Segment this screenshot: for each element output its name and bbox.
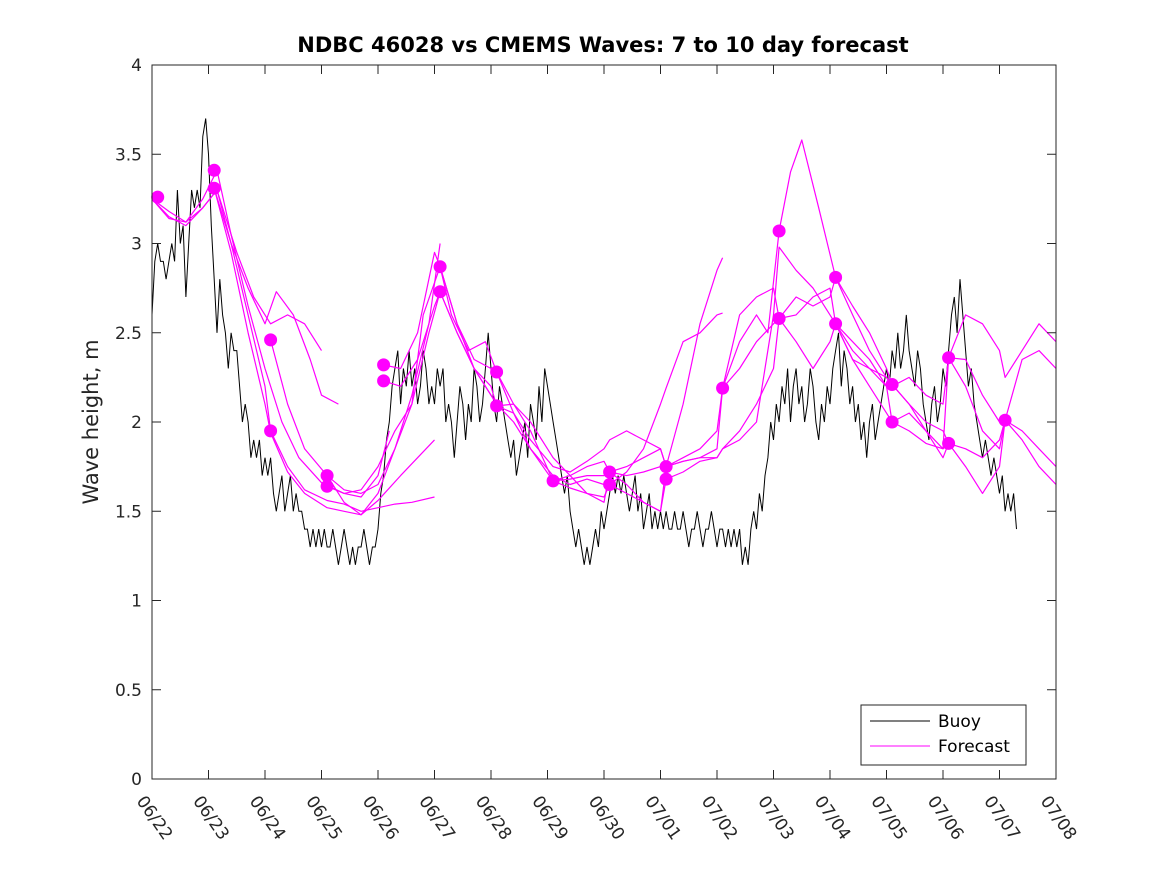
forecast-line-5 bbox=[213, 188, 435, 516]
legend-buoy-label: Buoy bbox=[938, 712, 981, 732]
forecast-marker-6 bbox=[320, 469, 334, 483]
y-tick-label: 1.5 bbox=[115, 502, 142, 522]
plot-background bbox=[152, 65, 1056, 779]
y-tick-label: 1 bbox=[131, 592, 142, 612]
plot-area bbox=[152, 65, 1056, 779]
forecast-marker-8 bbox=[377, 358, 391, 372]
legend: Buoy Forecast bbox=[860, 704, 1027, 766]
forecast-line-2 bbox=[152, 189, 339, 405]
y-tick-label: 0 bbox=[131, 770, 142, 790]
forecast-marker-9 bbox=[377, 374, 391, 388]
forecast-marker-15 bbox=[603, 465, 617, 479]
forecast-marker-25 bbox=[885, 415, 899, 429]
forecast-marker-27 bbox=[942, 436, 956, 450]
forecast-marker-19 bbox=[716, 381, 730, 395]
y-tick-label: 0.5 bbox=[115, 681, 142, 701]
forecast-marker-11 bbox=[433, 285, 447, 299]
forecast-line-15 bbox=[609, 139, 893, 512]
forecast-marker-4 bbox=[264, 333, 278, 347]
forecast-marker-7 bbox=[320, 479, 334, 493]
forecast-line-8 bbox=[326, 243, 441, 516]
y-tick-label: 3 bbox=[131, 235, 142, 255]
forecast-line-11 bbox=[439, 266, 667, 503]
forecast-marker-14 bbox=[546, 474, 560, 488]
forecast-marker-12 bbox=[490, 365, 504, 379]
forecast-line-3 bbox=[152, 169, 390, 498]
forecast-marker-1 bbox=[151, 190, 165, 204]
forecast-line-17 bbox=[665, 246, 950, 468]
forecast-marker-16 bbox=[603, 478, 617, 491]
buoy-series bbox=[152, 118, 1017, 565]
y-axis-label: Wave height, m bbox=[79, 339, 103, 504]
forecast-marker-10 bbox=[433, 260, 447, 274]
forecast-line-21 bbox=[891, 384, 1056, 468]
forecast-line-1 bbox=[152, 189, 323, 351]
forecast-line-4 bbox=[213, 188, 435, 512]
forecast-line-13 bbox=[496, 257, 724, 473]
forecast-line-16 bbox=[609, 276, 893, 512]
forecast-marker-24 bbox=[885, 378, 899, 391]
legend-forecast-label: Forecast bbox=[938, 737, 1010, 757]
forecast-marker-18 bbox=[659, 472, 673, 486]
forecast-line-20 bbox=[835, 314, 1056, 450]
forecast-marker-26 bbox=[942, 351, 956, 365]
forecast-marker-5 bbox=[264, 424, 278, 438]
forecast-marker-28 bbox=[998, 413, 1012, 427]
forecast-marker-2 bbox=[207, 163, 221, 177]
forecast-marker-13 bbox=[490, 399, 504, 413]
forecast-marker-20 bbox=[772, 224, 786, 238]
forecast-line-10 bbox=[383, 291, 610, 486]
forecast-marker-23 bbox=[829, 317, 843, 331]
forecast-marker-17 bbox=[659, 460, 673, 474]
forecast-marker-22 bbox=[829, 270, 843, 284]
y-tick-label: 4 bbox=[131, 56, 142, 76]
forecast-series-group bbox=[152, 139, 1056, 516]
y-tick-label: 2.5 bbox=[115, 324, 142, 344]
buoy-line bbox=[152, 118, 1017, 565]
y-tick-label: 2 bbox=[131, 413, 142, 433]
y-tick-label: 3.5 bbox=[115, 145, 142, 165]
forecast-marker-21 bbox=[772, 312, 786, 325]
forecast-marker-3 bbox=[207, 181, 221, 195]
forecast-line-22 bbox=[948, 357, 1056, 485]
forecast-markers bbox=[151, 163, 1012, 493]
chart-title: NDBC 46028 vs CMEMS Waves: 7 to 10 day f… bbox=[297, 33, 908, 57]
legend-box bbox=[860, 704, 1027, 766]
